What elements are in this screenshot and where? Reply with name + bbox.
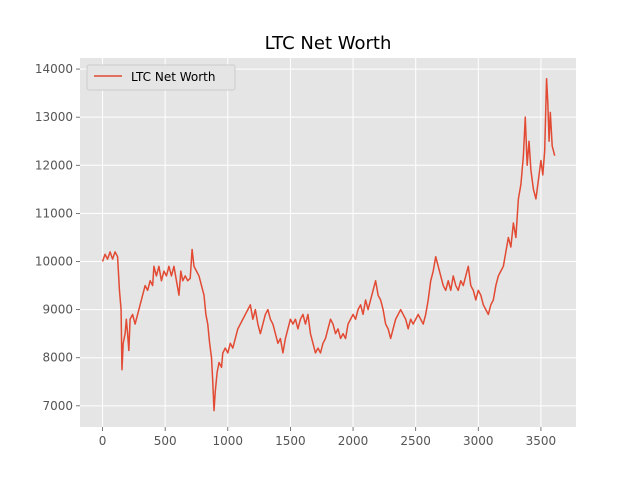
- x-tick-label: 1500: [275, 434, 306, 448]
- y-tick-label: 8000: [42, 351, 73, 365]
- tick-labels: 0 500 1000 1500 2000 2500 3000 3500 7000 8000 9000…: [35, 62, 556, 448]
- legend-label: LTC Net Worth: [131, 70, 215, 84]
- x-tick-label: 500: [154, 434, 177, 448]
- x-tick-label: 3000: [463, 434, 494, 448]
- series-layer: [101, 77, 556, 412]
- x-tick-label: 3500: [526, 434, 557, 448]
- series-line-ltc-net-worth: [101, 77, 556, 412]
- y-tick-label: 11000: [35, 206, 73, 220]
- y-tick-label: 13000: [35, 110, 73, 124]
- x-tick-label: 2000: [338, 434, 369, 448]
- grid-lines: [80, 58, 576, 427]
- legend-box: [86, 64, 236, 91]
- y-tick-label: 9000: [42, 303, 73, 317]
- y-tick-label: 7000: [42, 399, 73, 413]
- legend: LTC Net Worth: [86, 64, 236, 91]
- chart-title: LTC Net Worth: [265, 33, 392, 54]
- x-tick-label: 0: [99, 434, 107, 448]
- y-tick-label: 14000: [35, 62, 73, 76]
- x-tick-label: 2500: [400, 434, 431, 448]
- y-tick-label: 12000: [35, 158, 73, 172]
- x-tick-label: 1000: [213, 434, 244, 448]
- plot-area: [80, 58, 576, 427]
- y-tick-label: 10000: [35, 255, 73, 269]
